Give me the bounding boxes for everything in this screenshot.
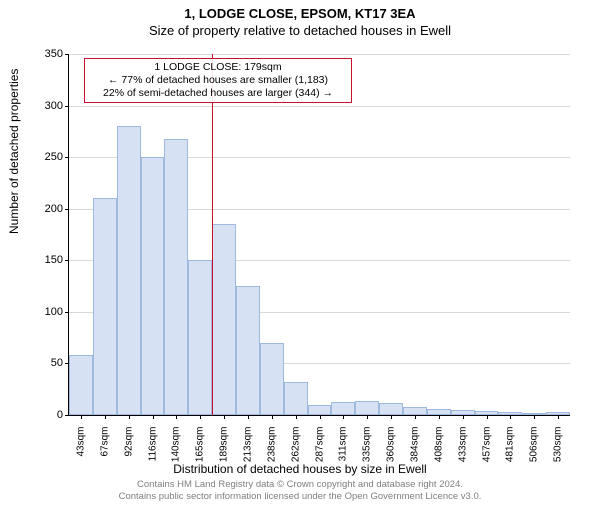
x-tick-label: 262sqm bbox=[290, 427, 301, 463]
y-axis-title: Number of detached properties bbox=[7, 69, 21, 234]
x-tick-label: 165sqm bbox=[195, 427, 206, 463]
footer-line-1: Contains HM Land Registry data © Crown c… bbox=[0, 479, 600, 490]
annotation-line3: 22% of semi-detached houses are larger (… bbox=[91, 87, 345, 100]
gridline bbox=[69, 106, 570, 107]
x-tick-mark bbox=[439, 415, 440, 419]
histogram-bar bbox=[355, 401, 379, 415]
annotation-box: 1 LODGE CLOSE: 179sqm← 77% of detached h… bbox=[84, 58, 352, 103]
histogram-bar bbox=[403, 407, 427, 415]
y-tick-mark bbox=[65, 260, 69, 261]
y-tick-mark bbox=[65, 157, 69, 158]
y-tick-label: 50 bbox=[51, 357, 63, 369]
x-tick-label: 433sqm bbox=[457, 427, 468, 463]
x-tick-label: 92sqm bbox=[123, 427, 134, 457]
x-tick-mark bbox=[153, 415, 154, 419]
histogram-bar bbox=[236, 286, 260, 415]
x-tick-mark bbox=[105, 415, 106, 419]
x-tick-label: 408sqm bbox=[433, 427, 444, 463]
y-tick-label: 0 bbox=[57, 409, 63, 421]
x-tick-label: 506sqm bbox=[529, 427, 540, 463]
x-tick-label: 189sqm bbox=[219, 427, 230, 463]
x-tick-mark bbox=[415, 415, 416, 419]
annotation-line2: ← 77% of detached houses are smaller (1,… bbox=[91, 74, 345, 87]
x-tick-mark bbox=[81, 415, 82, 419]
histogram-bar bbox=[93, 198, 117, 415]
x-axis-title: Distribution of detached houses by size … bbox=[0, 462, 600, 476]
histogram-bar bbox=[260, 343, 284, 415]
x-tick-mark bbox=[129, 415, 130, 419]
x-tick-mark bbox=[367, 415, 368, 419]
histogram-bar bbox=[212, 224, 236, 415]
histogram-bar bbox=[284, 382, 308, 415]
x-tick-mark bbox=[391, 415, 392, 419]
y-tick-mark bbox=[65, 209, 69, 210]
y-tick-label: 300 bbox=[45, 100, 63, 112]
x-tick-mark bbox=[296, 415, 297, 419]
histogram-bar bbox=[117, 126, 141, 415]
histogram-bar bbox=[164, 139, 188, 415]
x-tick-label: 140sqm bbox=[171, 427, 182, 463]
x-tick-mark bbox=[463, 415, 464, 419]
y-tick-mark bbox=[65, 106, 69, 107]
x-tick-label: 530sqm bbox=[553, 427, 564, 463]
plot-area: 05010015020025030035043sqm67sqm92sqm116s… bbox=[68, 54, 570, 416]
x-tick-label: 287sqm bbox=[314, 427, 325, 463]
annotation-line1: 1 LODGE CLOSE: 179sqm bbox=[91, 61, 345, 74]
x-tick-mark bbox=[320, 415, 321, 419]
histogram-bar bbox=[141, 157, 165, 415]
x-tick-label: 67sqm bbox=[99, 427, 110, 457]
x-tick-mark bbox=[200, 415, 201, 419]
gridline bbox=[69, 54, 570, 55]
x-tick-mark bbox=[176, 415, 177, 419]
y-tick-mark bbox=[65, 312, 69, 313]
histogram-bar bbox=[69, 355, 93, 415]
y-tick-mark bbox=[65, 415, 69, 416]
x-tick-mark bbox=[558, 415, 559, 419]
x-tick-mark bbox=[534, 415, 535, 419]
histogram-bar bbox=[308, 405, 332, 415]
x-tick-label: 384sqm bbox=[409, 427, 420, 463]
footer-attribution: Contains HM Land Registry data © Crown c… bbox=[0, 479, 600, 502]
y-tick-label: 350 bbox=[45, 48, 63, 60]
x-tick-mark bbox=[510, 415, 511, 419]
histogram-bar bbox=[188, 260, 212, 415]
x-tick-label: 116sqm bbox=[147, 427, 158, 462]
x-tick-mark bbox=[272, 415, 273, 419]
x-tick-label: 360sqm bbox=[386, 427, 397, 463]
y-tick-label: 100 bbox=[45, 306, 63, 318]
x-tick-label: 43sqm bbox=[75, 427, 86, 457]
y-tick-label: 150 bbox=[45, 254, 63, 266]
histogram-bar bbox=[331, 402, 355, 415]
y-tick-label: 250 bbox=[45, 151, 63, 163]
x-tick-label: 238sqm bbox=[266, 427, 277, 463]
x-tick-mark bbox=[343, 415, 344, 419]
x-tick-label: 311sqm bbox=[338, 427, 349, 462]
y-tick-label: 200 bbox=[45, 203, 63, 215]
x-tick-label: 335sqm bbox=[362, 427, 373, 463]
page-subtitle: Size of property relative to detached ho… bbox=[0, 23, 600, 38]
footer-line-2: Contains public sector information licen… bbox=[0, 491, 600, 502]
x-tick-label: 481sqm bbox=[505, 427, 516, 463]
x-tick-label: 457sqm bbox=[481, 427, 492, 463]
x-tick-mark bbox=[224, 415, 225, 419]
page-title: 1, LODGE CLOSE, EPSOM, KT17 3EA bbox=[0, 6, 600, 21]
property-marker-line bbox=[212, 54, 213, 415]
y-tick-mark bbox=[65, 54, 69, 55]
x-tick-label: 213sqm bbox=[242, 427, 253, 463]
x-tick-mark bbox=[487, 415, 488, 419]
histogram-bar bbox=[379, 403, 403, 415]
x-tick-mark bbox=[248, 415, 249, 419]
